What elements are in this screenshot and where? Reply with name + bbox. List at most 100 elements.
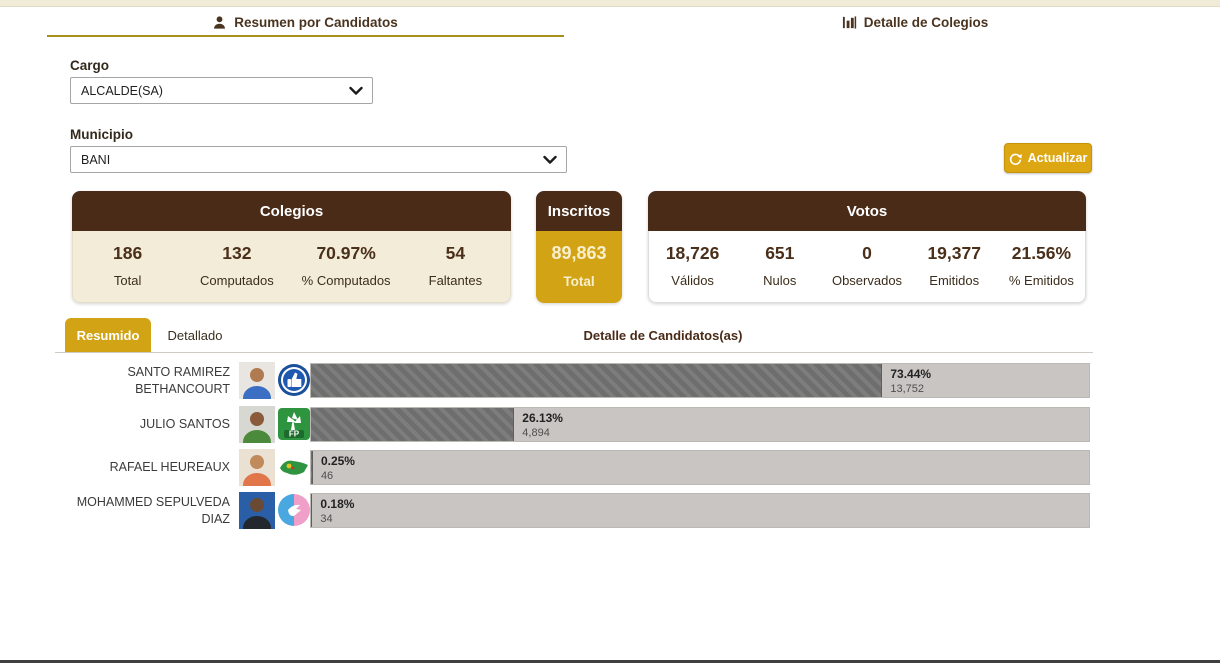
stat-label: % Emitidos [1008, 273, 1074, 288]
bar-chart-icon [842, 15, 856, 29]
stat-pct-emitidos: 21.56% % Emitidos [998, 231, 1085, 302]
inscritos-card-title: Inscritos [536, 191, 622, 231]
actualizar-button[interactable]: Actualizar [1004, 143, 1092, 173]
divider [55, 352, 1093, 353]
party-abbr-text: FP [289, 430, 300, 439]
candidate-name-line1: JULIO SANTOS [139, 417, 230, 431]
inscritos-card: Inscritos 89,863 Total [536, 191, 622, 303]
vote-bar-text: 0.25% 46 [321, 454, 355, 482]
vote-bar-fill [311, 364, 883, 397]
vote-bar: 26.13% 4,894 [310, 407, 1090, 442]
stat-value: 651 [765, 243, 795, 263]
candidate-name-line1: MOHAMMED SEPULVEDA [76, 494, 230, 509]
tab-detalle-de-colegios[interactable]: Detalle de Colegios [610, 10, 1220, 34]
stat-emitidos: 19,377 Emitidos [911, 231, 998, 302]
stat-label: Válidos [671, 273, 714, 288]
chevron-down-icon [349, 86, 363, 95]
candidate-name: JULIO SANTOS [55, 406, 230, 443]
vote-bar-text: 26.13% 4,894 [522, 411, 563, 439]
municipio-select[interactable]: BANI [70, 146, 567, 173]
tab-resumido[interactable]: Resumido [65, 318, 151, 353]
party-logo-fp: FP [278, 408, 310, 440]
candidate-row: MOHAMMED SEPULVEDA DIAZ [55, 492, 1095, 529]
candidate-name-line1: RAFAEL HEUREAUX [109, 460, 230, 474]
stat-computados: 132 Computados [182, 231, 291, 302]
candidate-photo [239, 492, 275, 529]
tab-resumen-label: Resumen por Candidatos [234, 14, 398, 30]
refresh-icon [1009, 153, 1022, 165]
candidate-row: SANTO RAMIREZ BETHANCOURT [55, 362, 1095, 399]
candidate-name-line2: DIAZ [201, 511, 230, 526]
vote-count: 46 [320, 470, 334, 482]
stat-observados: 0 Observados [823, 231, 910, 302]
stat-value: 70.97% [316, 243, 376, 263]
stat-faltantes: 54 Faltantes [401, 231, 510, 302]
person-icon [214, 15, 226, 29]
vote-bar-fill [311, 451, 313, 484]
candidate-photo [239, 362, 275, 399]
active-tab-underline [47, 35, 564, 37]
vote-bar-text: 73.44% 13,752 [890, 367, 931, 395]
top-strip [0, 0, 1220, 7]
vote-percent: 73.44% [890, 367, 932, 381]
stat-label: % Computados [301, 273, 391, 288]
bottom-edge-bar [0, 660, 1220, 663]
tab-detallado[interactable]: Detallado [167, 328, 223, 343]
stat-value: 132 [222, 243, 252, 263]
votos-card-title: Votos [648, 191, 1086, 231]
colegios-card-title: Colegios [72, 191, 511, 231]
cargo-select[interactable]: ALCALDE(SA) [70, 77, 373, 104]
candidate-name-line2: BETHANCOURT [135, 381, 230, 396]
actualizar-label: Actualizar [1027, 151, 1088, 165]
tab-detalle-label: Detalle de Colegios [863, 14, 989, 30]
vote-bar-fill [311, 408, 515, 441]
vote-count: 13,752 [890, 383, 925, 395]
stat-label: Faltantes [428, 273, 483, 288]
candidate-row: JULIO SANTOS FP [55, 406, 1095, 443]
municipio-selected-value: BANI [81, 152, 111, 167]
stat-value: 54 [445, 243, 466, 263]
vote-bar: 73.44% 13,752 [310, 363, 1090, 398]
candidate-name: RAFAEL HEUREAUX [55, 449, 230, 486]
vote-percent: 0.18% [320, 497, 355, 511]
colegios-card: Colegios 186 Total 132 Computados 70.97%… [72, 191, 511, 303]
stat-label: Observados [831, 273, 903, 288]
vote-bar: 0.18% 34 [310, 493, 1090, 528]
party-logo-green-island [278, 451, 310, 483]
vote-bar: 0.25% 46 [310, 450, 1090, 485]
chevron-down-icon [543, 155, 557, 164]
candidate-photo [239, 449, 275, 486]
candidate-name: MOHAMMED SEPULVEDA DIAZ [55, 492, 230, 529]
stat-validos: 18,726 Válidos [649, 231, 736, 302]
stat-total-colegios: 186 Total [73, 231, 182, 302]
vote-count: 34 [320, 513, 333, 525]
candidates-list-title: Detalle de Candidatos(as) [583, 328, 743, 343]
stat-label: Emitidos [929, 273, 980, 288]
stat-pct-computados: 70.97% % Computados [292, 231, 401, 302]
party-logo-blue-thumb [278, 364, 310, 396]
vote-percent: 26.13% [522, 411, 563, 425]
party-logo-blue-pink-dove [278, 494, 310, 526]
stat-value: 19,377 [927, 243, 981, 263]
stat-value: 0 [862, 243, 872, 263]
inscritos-total-label: Total [563, 274, 595, 289]
municipio-label: Municipio [70, 127, 133, 142]
candidate-row: RAFAEL HEUREAUX 0.2 [55, 449, 1095, 486]
stat-label: Computados [200, 273, 274, 288]
stat-label: Total [113, 273, 142, 288]
candidate-name: SANTO RAMIREZ BETHANCOURT [55, 362, 230, 399]
vote-count: 4,894 [522, 427, 550, 439]
cargo-label: Cargo [70, 58, 110, 73]
stat-nulos: 651 Nulos [736, 231, 823, 302]
inscritos-total-value: 89,863 [551, 243, 607, 263]
tab-resumen-por-candidatos[interactable]: Resumen por Candidatos [0, 10, 610, 34]
candidate-name-line1: SANTO RAMIREZ [127, 364, 230, 379]
stat-value: 18,726 [665, 243, 720, 263]
candidate-photo [239, 406, 275, 443]
vote-bar-fill [311, 494, 313, 527]
vote-percent: 0.25% [320, 454, 355, 468]
stat-value: 21.56% [1011, 243, 1072, 263]
stat-label: Nulos [763, 273, 797, 288]
vote-bar-text: 0.18% 34 [320, 497, 354, 525]
